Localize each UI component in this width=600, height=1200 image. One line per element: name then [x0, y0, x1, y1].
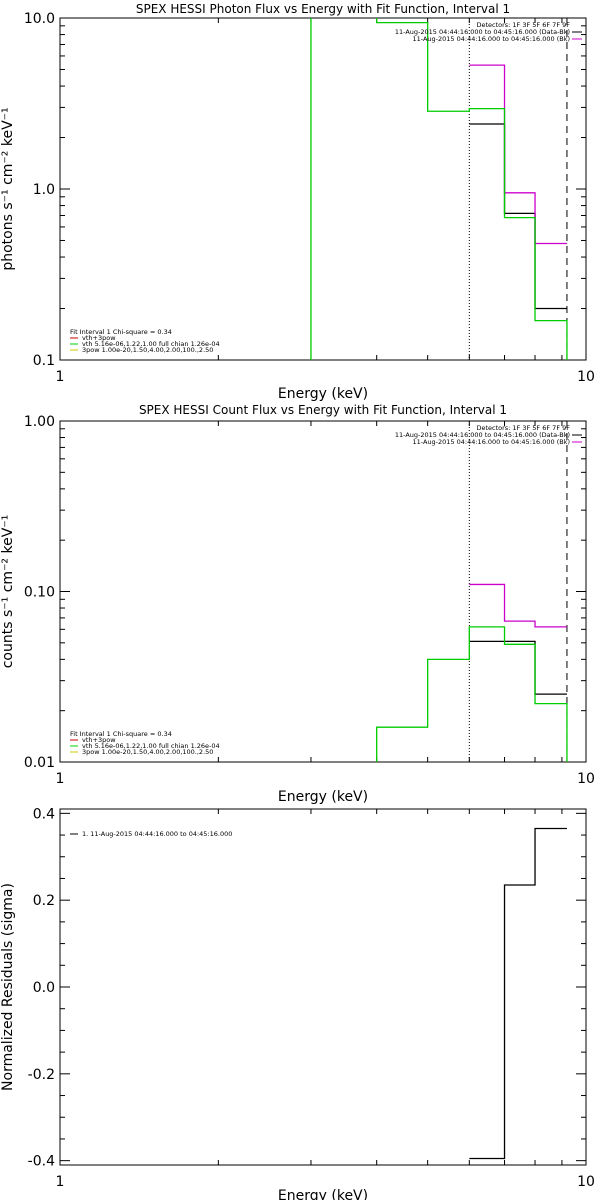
x-tick-label: 10 [577, 771, 595, 787]
y-tick-label: 0.1 [33, 353, 55, 369]
y-tick-label: 1.0 [33, 182, 55, 198]
y-tick-label: 0.4 [33, 806, 55, 822]
y-tick-label: 10.0 [24, 11, 55, 27]
legend-entry: 3pow 1.00e-20,1.50,4.00,2.00,100.,2.50 [82, 748, 213, 756]
x-axis-label: Energy (keV) [278, 1188, 368, 1200]
y-tick-label: -0.2 [28, 1067, 55, 1083]
x-tick-label: 10 [577, 369, 595, 385]
legend-entry: Fit Interval 1 Chi-square = 0.34 [70, 328, 172, 336]
legend-entry: vth 5.16e-06,1.22,1.00 full chian 1.26e-… [82, 742, 220, 750]
x-tick-label: 1 [56, 771, 65, 787]
plot-frame [59, 808, 587, 1166]
y-tick-label: -0.4 [28, 1154, 55, 1170]
y-axis-label: counts s⁻¹ cm⁻² keV⁻¹ [0, 515, 16, 669]
chart-panel-1: SPEX HESSI Photon Flux vs Energy with Fi… [0, 2, 595, 402]
plot-frame [59, 420, 587, 763]
y-axis-label: Normalized Residuals (sigma) [0, 883, 16, 1091]
legend-entry: Detectors: 1F 3F 5F 6F 7F 9F [476, 21, 570, 29]
legend-entry: 3pow 1.00e-20,1.50,4.00,2.00,100.,2.50 [82, 346, 213, 354]
plot-frame [59, 17, 587, 361]
series-line-1 [469, 640, 567, 695]
legend-entry: vth 5.16e-06,1.22,1.00 full chian 1.26e-… [82, 340, 220, 348]
legend-entry: 11-Aug-2015 04:44:16.000 to 04:45:16.000… [413, 438, 570, 446]
legend-entry: vth+3pow [82, 334, 116, 342]
y-tick-label: 0.0 [33, 980, 55, 996]
series-line-3 [376, 626, 568, 762]
legend-entry: 11-Aug-2015 04:44:16.000 to 04:45:16.000… [395, 431, 570, 439]
series-line-2 [469, 64, 567, 245]
series-line-2 [469, 583, 567, 628]
series-group [310, 18, 568, 360]
x-axis-label: Energy (keV) [278, 789, 368, 805]
series-line-3 [310, 18, 568, 360]
x-tick-label: 10 [577, 1174, 595, 1190]
legend-entry: vth+3pow [82, 736, 116, 744]
legend-entry: 11-Aug-2015 04:44:16.000 to 04:45:16.000… [413, 35, 570, 43]
chart-title: SPEX HESSI Count Flux vs Energy with Fit… [139, 403, 507, 417]
y-tick-label: 1.00 [24, 414, 55, 430]
chart-panel-3: 1 10 -0.4 -0.2 0.0 0.2 0.4 Energy (keV) Normaliz… [0, 806, 595, 1200]
legend-entry: Detectors: 1F 3F 5F 6F 7F 9F [476, 424, 570, 432]
y-tick-label: 0.10 [24, 585, 55, 601]
series-line-1 [469, 123, 567, 310]
x-tick-label: 1 [56, 369, 65, 385]
y-axis-label: photons s⁻¹ cm⁻² keV⁻¹ [0, 107, 16, 270]
legend-entry: 1. 11-Aug-2015 04:44:16.000 to 04:45:16.… [82, 830, 232, 838]
y-tick-label: 0.01 [24, 755, 55, 771]
chart-title: SPEX HESSI Photon Flux vs Energy with Fi… [136, 2, 510, 16]
series-group [376, 583, 568, 762]
x-tick-label: 1 [56, 1174, 65, 1190]
series-group [469, 827, 567, 1160]
legend-entry: Fit Interval 1 Chi-square = 0.34 [70, 730, 172, 738]
series-line-1 [469, 827, 567, 1160]
chart-panel-2: SPEX HESSI Count Flux vs Energy with Fit… [0, 403, 595, 805]
legend-entry: 11-Aug-2015 04:44:16.000 to 04:45:16.000… [395, 28, 570, 36]
x-axis-label: Energy (keV) [278, 386, 368, 402]
y-tick-label: 0.2 [33, 893, 55, 909]
